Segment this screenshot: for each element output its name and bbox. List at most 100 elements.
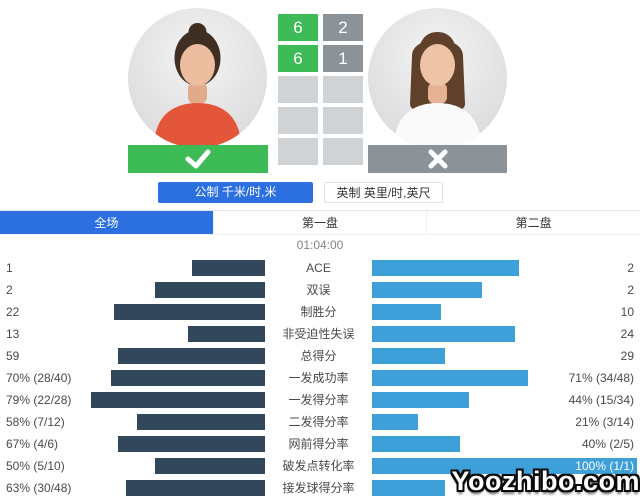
stat-left-bar (155, 282, 265, 298)
score-cell: 2 (323, 14, 363, 41)
unit-toggle: 公制 千米/时,米 英制 英里/时,英尺 (158, 182, 443, 203)
stat-row: 1 ACE 2 (0, 257, 640, 279)
stat-label: 一发成功率 (288, 371, 349, 385)
stat-left-value: 22 (6, 305, 20, 319)
stat-right-bar (372, 370, 528, 386)
stat-left-bar (188, 326, 265, 342)
check-icon (185, 149, 211, 169)
stat-row: 13 非受迫性失误 24 (0, 323, 640, 345)
stat-left-value: 79% (22/28) (6, 393, 72, 407)
stat-row: 2 双误 2 (0, 279, 640, 301)
stat-left-value: 70% (28/40) (6, 371, 72, 385)
stat-row: 63% (30/48) 接发球得分率 (0, 477, 640, 499)
stat-right-value: 71% (34/48) (568, 371, 634, 385)
stat-right-bar (372, 326, 515, 342)
stat-right-value: 10 (620, 305, 634, 319)
tab-set-2[interactable]: 第二盘 (427, 211, 640, 234)
tab-label: 第一盘 (302, 216, 339, 230)
stat-left-value: 58% (7/12) (6, 415, 65, 429)
stat-row: 22 制胜分 10 (0, 301, 640, 323)
stat-label: 制胜分 (300, 305, 337, 319)
stat-label: ACE (306, 261, 331, 275)
stat-row: 58% (7/12) 二发得分率 21% (3/14) (0, 411, 640, 433)
stat-row: 79% (22/28) 一发得分率 44% (15/34) (0, 389, 640, 411)
match-time: 01:04:00 (296, 238, 344, 252)
score-cell (323, 76, 363, 103)
stat-left-bar (118, 436, 265, 452)
tab-set-1[interactable]: 第一盘 (213, 211, 428, 234)
stat-right-bar (372, 414, 418, 430)
stat-left-bar (126, 480, 265, 496)
stat-label: 接发球得分率 (282, 481, 355, 495)
stat-row: 59 总得分 29 (0, 345, 640, 367)
stat-right-value: 29 (620, 349, 634, 363)
stat-right-value: 21% (3/14) (575, 415, 634, 429)
stat-right-bar (372, 282, 482, 298)
score-cell: 1 (323, 45, 363, 72)
stat-left-bar (111, 370, 265, 386)
stat-label: 网前得分率 (288, 437, 349, 451)
stat-right-value: 2 (627, 261, 634, 275)
stat-label: 非受迫性失误 (282, 327, 355, 341)
stat-label: 一发得分率 (288, 393, 349, 407)
tab-bar: 全场 第一盘 第二盘 (0, 210, 640, 235)
unit-button-label: 公制 千米/时,米 (194, 185, 277, 199)
stat-row: 50% (5/10) 破发点转化率 100% (1/1) (0, 455, 640, 477)
stat-left-bar (91, 392, 265, 408)
score-cell (323, 138, 363, 165)
stat-left-value: 50% (5/10) (6, 459, 65, 473)
stat-right-value: 40% (2/5) (581, 437, 634, 451)
unit-imperial-button[interactable]: 英制 英里/时,英尺 (324, 182, 443, 203)
player-left-photo (128, 8, 267, 148)
stat-left-value: 59 (6, 349, 20, 363)
watermark: Yoozhibo.com (451, 466, 640, 496)
stat-left-value: 2 (6, 283, 13, 297)
stat-label: 总得分 (300, 349, 337, 363)
stat-right-bar (372, 392, 469, 408)
unit-metric-button[interactable]: 公制 千米/时,米 (158, 182, 313, 203)
stat-left-bar (118, 348, 265, 364)
tab-full-match[interactable]: 全场 (0, 211, 214, 234)
stat-left-value: 63% (30/48) (6, 481, 72, 495)
stat-right-bar (372, 458, 637, 474)
player-left-avatar (128, 8, 267, 148)
stat-right-value: 2 (627, 283, 634, 297)
stat-left-bar (192, 260, 265, 276)
player-left-result-bar (128, 145, 268, 173)
tab-label: 全场 (94, 216, 119, 230)
player-right-avatar (368, 8, 507, 148)
x-icon (428, 149, 447, 169)
stat-left-bar (114, 304, 265, 320)
stat-row: 67% (4/6) 网前得分率 40% (2/5) (0, 433, 640, 455)
stat-label: 二发得分率 (288, 415, 349, 429)
stat-right-value: 44% (15/34) (568, 393, 634, 407)
stat-left-bar (137, 414, 265, 430)
tab-label: 第二盘 (515, 216, 552, 230)
stat-left-value: 1 (6, 261, 13, 275)
stat-left-value: 67% (4/6) (6, 437, 59, 451)
unit-button-label: 英制 英里/时,英尺 (336, 186, 431, 200)
stat-right-value: 24 (620, 327, 634, 341)
stat-right-value: 100% (1/1) (575, 459, 634, 473)
stat-left-bar (155, 458, 265, 474)
score-cell: 6 (278, 45, 318, 72)
stat-right-bar (372, 304, 441, 320)
score-cell (278, 76, 318, 103)
stat-label: 双误 (306, 283, 331, 297)
stat-label: 破发点转化率 (282, 459, 355, 473)
player-right-result-bar (368, 145, 507, 173)
score-cell (278, 138, 318, 165)
score-cell (323, 107, 363, 134)
player-right-photo (368, 8, 507, 148)
stat-right-bar (372, 348, 445, 364)
stat-right-bar (372, 480, 445, 496)
stat-right-bar (372, 436, 460, 452)
stat-right-bar (372, 260, 519, 276)
stat-row: 70% (28/40) 一发成功率 71% (34/48) (0, 367, 640, 389)
score-cell: 6 (278, 14, 318, 41)
score-cell (278, 107, 318, 134)
stats-table: 1 ACE 2 2 双误 2 22 制胜分 10 13 非受迫性失误 24 59… (0, 257, 640, 499)
stat-left-value: 13 (6, 327, 20, 341)
